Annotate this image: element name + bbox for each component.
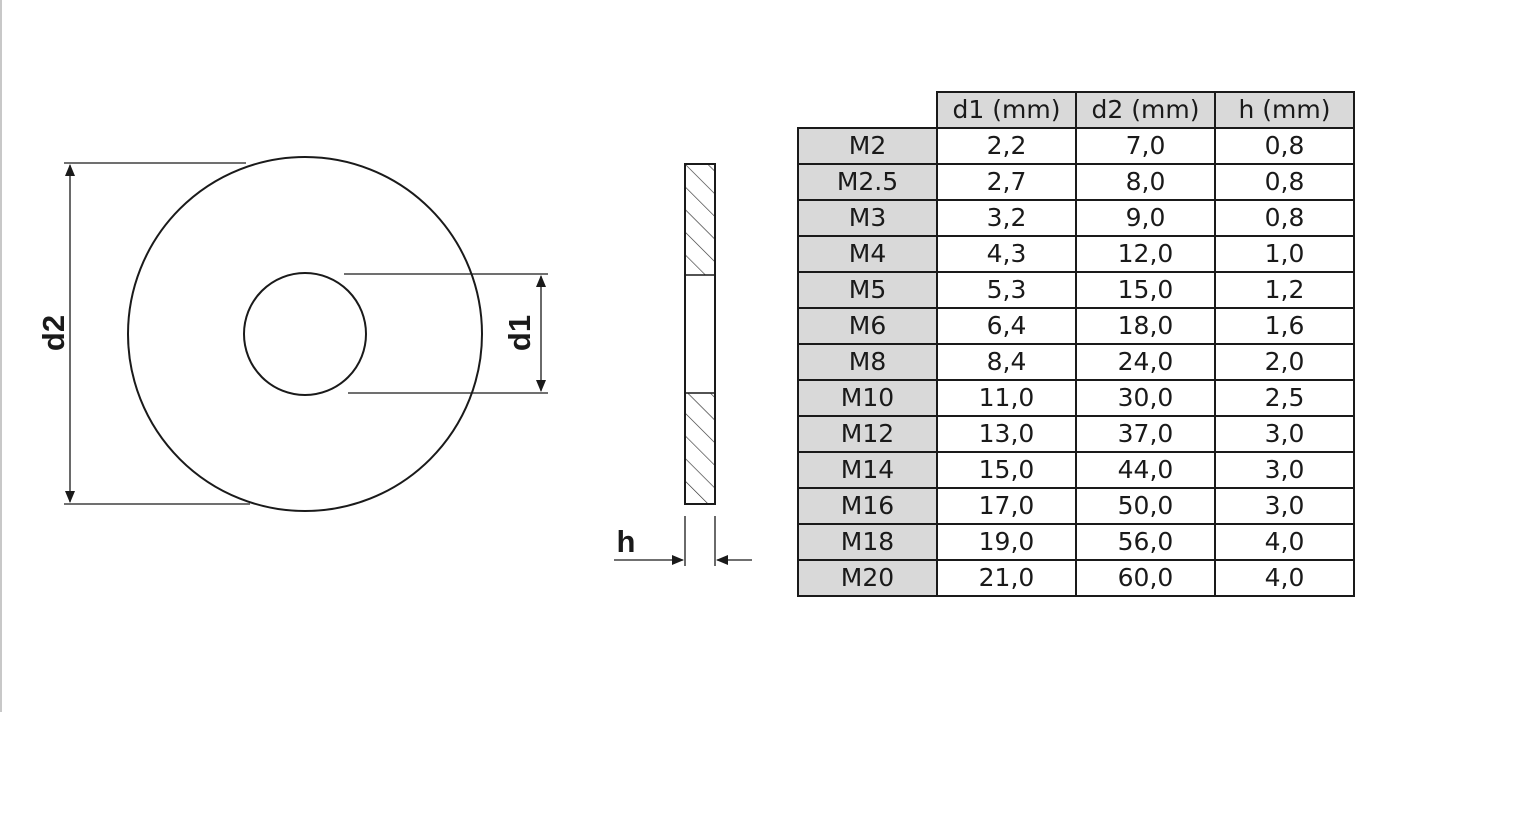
h-cell: 2,5	[1214, 379, 1355, 417]
size-cell: M2	[797, 127, 938, 165]
d1-cell: 15,0	[936, 451, 1077, 489]
d1-cell: 13,0	[936, 415, 1077, 453]
table-row: M12 13,0 37,0 3,0	[797, 415, 1355, 453]
h-cell: 0,8	[1214, 127, 1355, 165]
washer-drawing: d2 d1 h	[36, 156, 752, 566]
size-cell: M12	[797, 415, 938, 453]
d2-cell: 50,0	[1075, 487, 1216, 525]
d1-cell: 4,3	[936, 235, 1077, 273]
d2-cell: 60,0	[1075, 559, 1216, 597]
washer-hole-circle	[243, 272, 367, 396]
d1-cell: 3,2	[936, 199, 1077, 237]
washer-outer-circle	[127, 156, 483, 512]
d2-cell: 18,0	[1075, 307, 1216, 345]
d1-cell: 19,0	[936, 523, 1077, 561]
size-cell: M14	[797, 451, 938, 489]
d2-cell: 37,0	[1075, 415, 1216, 453]
size-cell: M3	[797, 199, 938, 237]
d1-dimension: d1	[344, 273, 548, 394]
table-row: M2 2,2 7,0 0,8	[797, 127, 1355, 165]
d1-cell: 6,4	[936, 307, 1077, 345]
d1-cell: 2,7	[936, 163, 1077, 201]
header-d1: d1 (mm)	[936, 91, 1077, 129]
h-cell: 1,6	[1214, 307, 1355, 345]
d1-label: d1	[502, 315, 537, 351]
table-row: M16 17,0 50,0 3,0	[797, 487, 1355, 525]
h-cell: 1,0	[1214, 235, 1355, 273]
table-row: M18 19,0 56,0 4,0	[797, 523, 1355, 561]
d1-cell: 5,3	[936, 271, 1077, 309]
d2-dimension: d2	[36, 162, 250, 505]
size-cell: M18	[797, 523, 938, 561]
d2-cell: 30,0	[1075, 379, 1216, 417]
size-cell: M5	[797, 271, 938, 309]
d2-cell: 8,0	[1075, 163, 1216, 201]
table-row: M4 4,3 12,0 1,0	[797, 235, 1355, 273]
table-row: M20 21,0 60,0 4,0	[797, 559, 1355, 597]
frame-edge	[0, 0, 2, 712]
h-cell: 0,8	[1214, 199, 1355, 237]
table-row: M3 3,2 9,0 0,8	[797, 199, 1355, 237]
washer-section-view	[684, 163, 716, 505]
d2-cell: 15,0	[1075, 271, 1216, 309]
table-row: M2.5 2,7 8,0 0,8	[797, 163, 1355, 201]
h-cell: 2,0	[1214, 343, 1355, 381]
washer-dimensions-table: d1 (mm) d2 (mm) h (mm) M2 2,2 7,0 0,8 M2.5 2…	[797, 91, 1355, 597]
d1-cell: 2,2	[936, 127, 1077, 165]
d2-cell: 7,0	[1075, 127, 1216, 165]
header-d2: d2 (mm)	[1075, 91, 1216, 129]
size-cell: M4	[797, 235, 938, 273]
h-cell: 1,2	[1214, 271, 1355, 309]
h-label: h	[617, 524, 636, 559]
h-dimension: h	[614, 516, 752, 566]
h-cell: 4,0	[1214, 559, 1355, 597]
d1-cell: 8,4	[936, 343, 1077, 381]
table-corner-cell	[798, 92, 937, 128]
size-cell: M20	[797, 559, 938, 597]
d2-cell: 44,0	[1075, 451, 1216, 489]
h-cell: 4,0	[1214, 523, 1355, 561]
size-cell: M6	[797, 307, 938, 345]
section-outline	[684, 163, 716, 505]
table-row: M10 11,0 30,0 2,5	[797, 379, 1355, 417]
d1-cell: 11,0	[936, 379, 1077, 417]
d2-cell: 9,0	[1075, 199, 1216, 237]
d2-cell: 56,0	[1075, 523, 1216, 561]
d2-cell: 12,0	[1075, 235, 1216, 273]
h-cell: 0,8	[1214, 163, 1355, 201]
table-header-row: d1 (mm) d2 (mm) h (mm)	[798, 91, 1355, 129]
size-cell: M8	[797, 343, 938, 381]
header-h: h (mm)	[1214, 91, 1355, 129]
size-cell: M10	[797, 379, 938, 417]
size-cell: M2.5	[797, 163, 938, 201]
washer-top-view	[127, 156, 483, 512]
h-cell: 3,0	[1214, 415, 1355, 453]
d2-label: d2	[36, 315, 71, 351]
table-row: M8 8,4 24,0 2,0	[797, 343, 1355, 381]
size-cell: M16	[797, 487, 938, 525]
d1-cell: 17,0	[936, 487, 1077, 525]
h-cell: 3,0	[1214, 451, 1355, 489]
d2-cell: 24,0	[1075, 343, 1216, 381]
table-row: M14 15,0 44,0 3,0	[797, 451, 1355, 489]
d1-cell: 21,0	[936, 559, 1077, 597]
table-row: M5 5,3 15,0 1,2	[797, 271, 1355, 309]
h-cell: 3,0	[1214, 487, 1355, 525]
table-row: M6 6,4 18,0 1,6	[797, 307, 1355, 345]
